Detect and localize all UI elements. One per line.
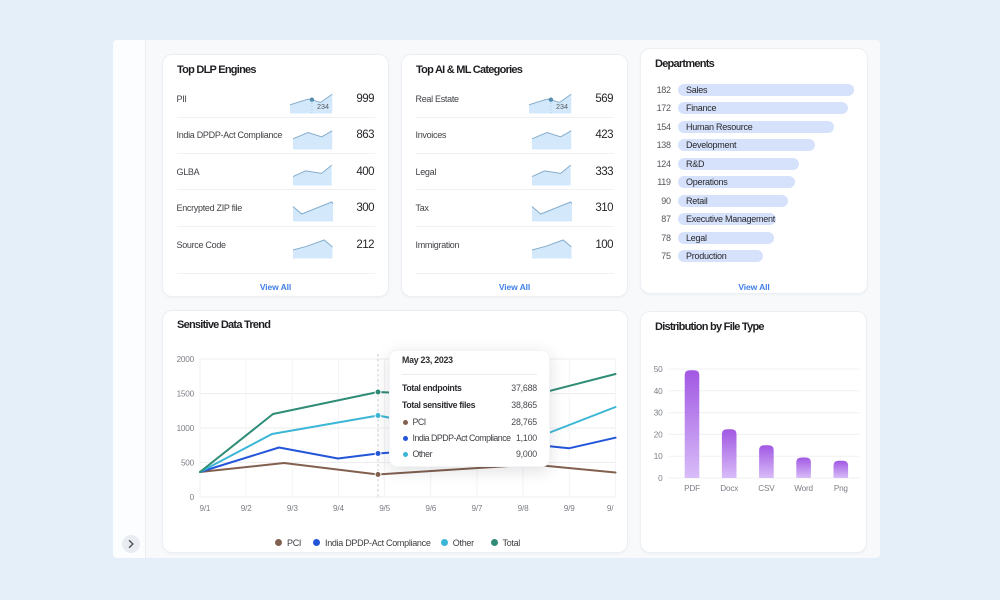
svg-text:9/: 9/	[607, 504, 614, 513]
svg-text:0: 0	[190, 493, 195, 502]
svg-text:2000: 2000	[177, 355, 195, 364]
svg-text:1000: 1000	[177, 424, 195, 433]
svg-text:9/2: 9/2	[241, 504, 252, 513]
svg-text:9/8: 9/8	[518, 504, 529, 513]
svg-text:9/1: 9/1	[200, 504, 211, 513]
svg-text:Png: Png	[834, 484, 849, 493]
svg-text:1500: 1500	[177, 390, 195, 399]
svg-text:40: 40	[654, 387, 663, 396]
svg-text:500: 500	[181, 459, 195, 468]
svg-text:9/5: 9/5	[379, 504, 390, 513]
svg-text:Docx: Docx	[720, 484, 738, 493]
svg-text:PDF: PDF	[684, 484, 700, 493]
svg-text:9/9: 9/9	[564, 504, 575, 513]
svg-text:9/6: 9/6	[425, 504, 436, 513]
svg-text:20: 20	[654, 430, 663, 439]
svg-text:9/3: 9/3	[287, 504, 298, 513]
svg-text:10: 10	[654, 452, 663, 461]
svg-text:CSV: CSV	[758, 484, 775, 493]
svg-text:Word: Word	[794, 484, 813, 493]
svg-text:0: 0	[658, 474, 663, 483]
svg-text:9/7: 9/7	[472, 504, 483, 513]
svg-text:234: 234	[556, 102, 568, 111]
svg-text:234: 234	[317, 102, 329, 111]
svg-text:50: 50	[654, 365, 663, 374]
svg-text:9/4: 9/4	[333, 504, 344, 513]
svg-text:30: 30	[654, 409, 663, 418]
